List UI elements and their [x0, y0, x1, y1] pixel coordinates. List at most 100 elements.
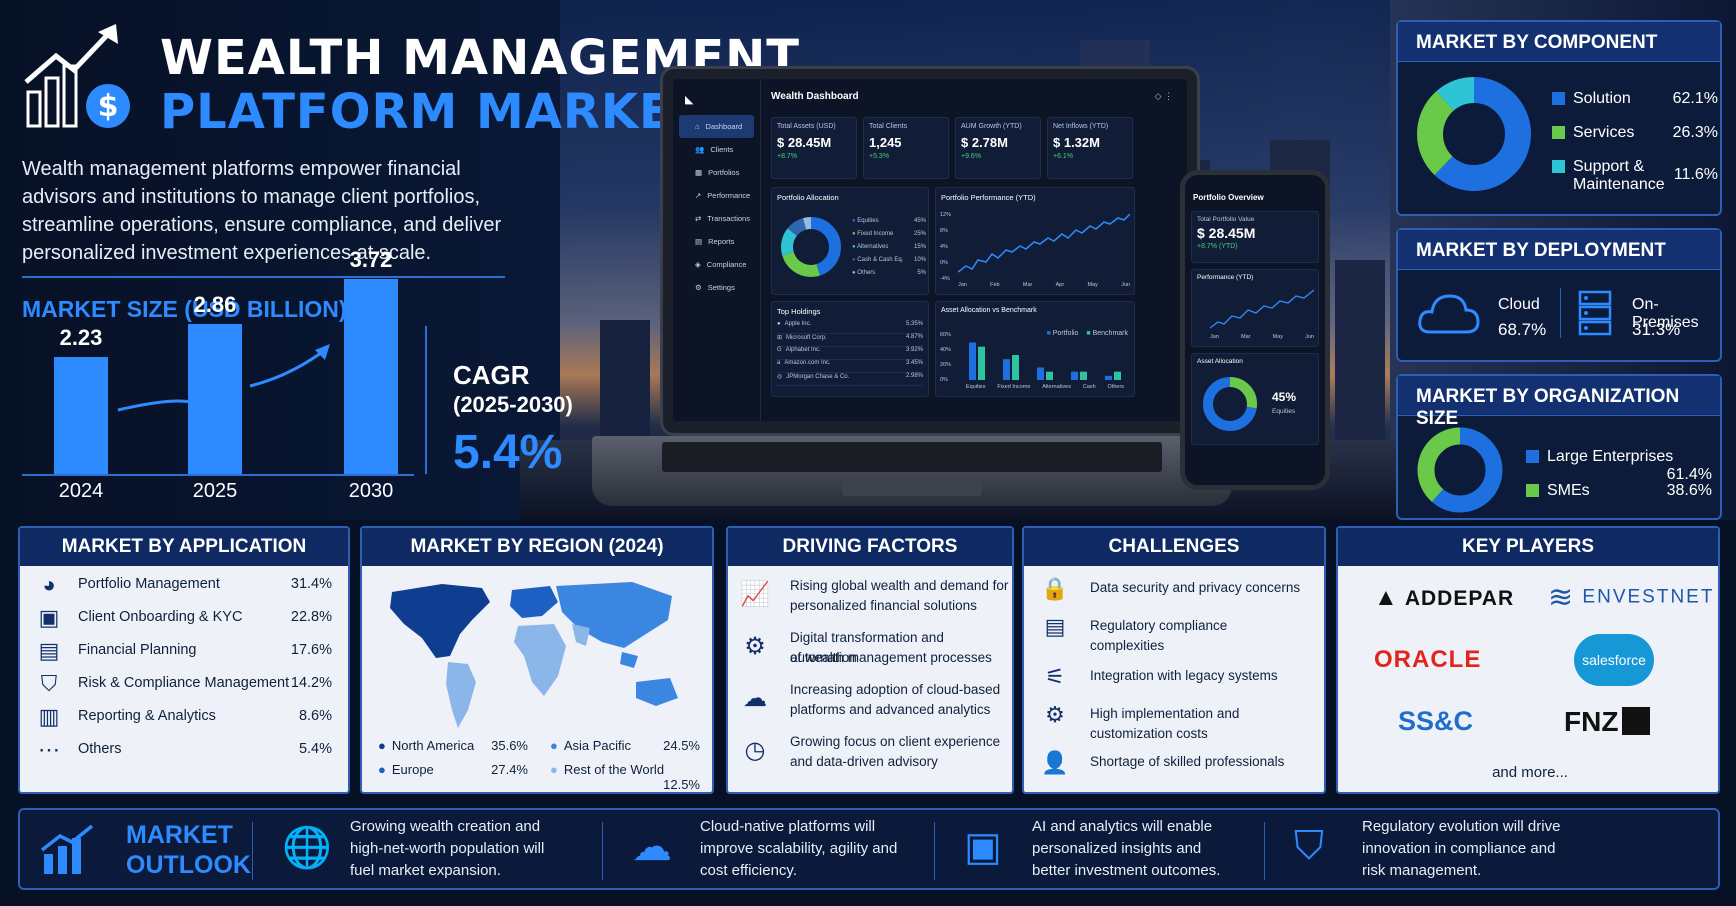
dashboard-sidebar: ◣ ⌂ Dashboard 👥 Clients ▦ Portfolios ↗ Performa… — [673, 79, 761, 421]
legend-swatch — [1552, 126, 1565, 140]
phone-total-card: Total Portfolio Value $ 28.45M +8.7% (YT… — [1191, 211, 1319, 263]
application-value: 5.4% — [298, 741, 332, 757]
org-value: 38.6% — [1666, 482, 1712, 499]
bench-x-tick: Cash — [1082, 384, 1096, 390]
alloc-row: ● Fixed Income 25% — [852, 231, 926, 244]
sidebar-item-clients[interactable]: 👥 Clients — [673, 138, 760, 161]
component-value: 11.6% — [1673, 166, 1718, 183]
component-legend-item: Services 26.3% — [1552, 124, 1718, 142]
bench-x-tick: Fixed Income — [997, 384, 1031, 390]
kpi-delta: +9.6% — [961, 153, 982, 160]
alloc-dot: ● — [852, 218, 858, 224]
fnz-logo-block — [1622, 707, 1651, 735]
region-dot: ● — [378, 738, 386, 753]
kpi-value: $ 28.45M — [777, 135, 832, 150]
perf-title: Portfolio Performance (YTD) — [941, 193, 1036, 202]
document-icon: ▤ — [1044, 614, 1066, 639]
person-icon: 👤 — [1041, 750, 1069, 775]
cost-gear-icon: ⚙ — [1045, 702, 1065, 727]
region-legend-item: ● North America 35.6% — [378, 738, 528, 753]
alloc-pct: 10% — [913, 257, 926, 263]
alloc-row: ● Others 5% — [852, 270, 926, 283]
outlook-divider — [934, 822, 935, 880]
outlook-divider — [252, 822, 253, 880]
region-name: Europe — [391, 762, 434, 777]
growth-arrow-icon — [117, 344, 330, 412]
sidebar-item-portfolios[interactable]: ▦ Portfolios — [673, 161, 760, 184]
drivers-panel: DRIVING FACTORS 📈 Rising global wealth an… — [726, 526, 1014, 794]
market-size-value: 2.86 — [193, 291, 237, 317]
bench-y-tick: 60% — [940, 332, 952, 338]
phone-alloc-card: Asset Allocation 45% Equities — [1191, 353, 1319, 445]
driver-text-l1: Growing focus on client experience — [790, 734, 1001, 749]
phone-alloc-donut — [1203, 377, 1257, 431]
kpi-label: AUM Growth (YTD) — [961, 123, 1022, 130]
application-name: Portfolio Management — [78, 576, 220, 592]
component-value: 26.3% — [1672, 124, 1718, 141]
region-name: North America — [391, 738, 475, 753]
phone-x-tick: Mar — [1241, 334, 1251, 340]
legend-swatch — [1526, 484, 1539, 498]
driver-text-l1: Increasing adoption of cloud-based — [790, 682, 1001, 697]
market-size-value: 2.23 — [59, 324, 103, 350]
world-map — [390, 582, 678, 728]
sidebar-item-label: Dashboard — [705, 122, 743, 131]
region-legend-item: ● Europe 27.4% — [378, 762, 528, 777]
bench-y-tick: 20% — [940, 362, 952, 368]
application-value: 8.6% — [298, 708, 332, 724]
phone-total-value: $ 28.45M — [1197, 225, 1256, 241]
onprem-label: On-Premises — [1632, 296, 1699, 331]
bench-bar-benchmark — [1114, 371, 1121, 380]
application-name: Reporting & Analytics — [78, 708, 216, 724]
perf-x-tick: Jun — [1121, 282, 1130, 288]
outlook-text-l3: cost efficiency. — [700, 862, 797, 879]
holding-logo-icon: a — [777, 360, 781, 366]
holding-logo-icon: G — [777, 347, 782, 353]
cloud-icon — [1418, 294, 1480, 334]
outlook-text-l1: AI and analytics will enable — [1032, 818, 1213, 835]
application-title: MARKET BY APPLICATION — [20, 528, 348, 566]
player-salesforce: salesforce — [1574, 634, 1654, 686]
deployment-panel: MARKET BY DEPLOYMENT Cloud 68.7% On-Prem… — [1396, 228, 1722, 362]
sidebar-item-dashboard[interactable]: ⌂ Dashboard — [679, 115, 754, 138]
cloud-value: 68.7% — [1498, 320, 1547, 339]
kpi-label: Total Assets (USD) — [777, 123, 836, 130]
sidebar-item-settings[interactable]: ⚙ Settings — [673, 276, 760, 299]
performance-line — [958, 214, 1130, 273]
notification-icon[interactable]: ◇ ⋮ — [1154, 91, 1173, 101]
kpi-card: AUM Growth (YTD) $ 2.78M +9.6% — [955, 117, 1041, 179]
kpi-value: 1,245 — [869, 135, 902, 150]
outlook-text-l1: Cloud-native platforms will — [700, 818, 876, 835]
bench-bar-benchmark — [978, 346, 985, 380]
sidebar-item-reports[interactable]: ▤ Reports — [673, 230, 760, 253]
player-oracle: ORACLE — [1374, 646, 1482, 673]
sliders-icon: ⚟ — [1045, 664, 1065, 689]
top-holdings-card: Top Holdings ● Apple Inc. 5.35% ⊞ Microsoft … — [771, 301, 929, 397]
market-size-axis — [22, 474, 414, 476]
market-size-year: 2030 — [348, 480, 394, 502]
alloc-pct: 15% — [913, 244, 926, 250]
nav-icon: ⚙ — [695, 283, 702, 292]
kpi-delta: +6.1% — [1053, 153, 1074, 160]
kpi-delta: +5.3% — [869, 153, 890, 160]
holding-pct: 3.45% — [905, 360, 923, 366]
perf-x-tick: Apr — [1055, 282, 1065, 288]
outlook-text-l3: better investment outcomes. — [1032, 862, 1221, 879]
donut-slice — [1417, 427, 1503, 513]
onprem-value: 31.3% — [1632, 320, 1681, 339]
holding-name-wrap: ⊞ Microsoft Corp. — [777, 334, 827, 346]
sidebar-item-performance[interactable]: ↗ Performance — [673, 184, 760, 207]
outlook-text-l2: improve scalability, agility and — [700, 840, 898, 857]
bench-legend-benchmark: Benchmark — [1092, 330, 1128, 337]
sidebar-item-compliance[interactable]: ◈ Compliance — [673, 253, 760, 276]
key-players-title: KEY PLAYERS — [1338, 528, 1718, 566]
alloc-name-wrap: ● Others — [852, 270, 875, 283]
outlook-divider — [1264, 822, 1265, 880]
org-legend-item: SMEs 38.6% — [1526, 482, 1712, 500]
allocation-donut — [781, 217, 841, 277]
svg-text:$: $ — [98, 89, 119, 124]
sidebar-item-transactions[interactable]: ⇄ Transactions — [673, 207, 760, 230]
kpi-card: Net Inflows (YTD) $ 1.32M +6.1% — [1047, 117, 1133, 179]
outlook-title-l1: MARKET — [126, 821, 233, 849]
perf-x-axis: Jan Feb Mar Apr May Jun — [958, 282, 1130, 288]
